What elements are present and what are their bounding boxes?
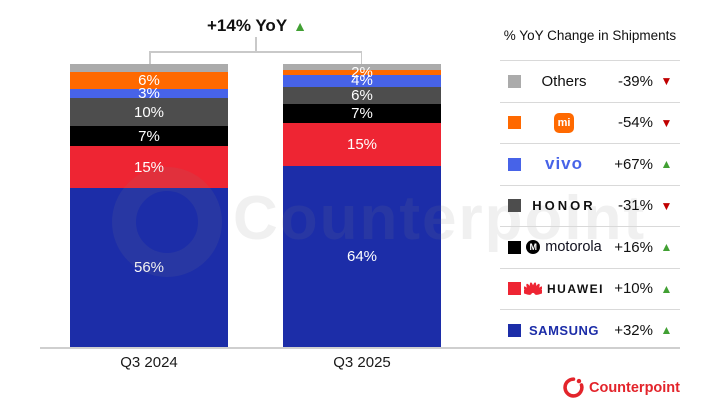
bar-segment-xiaomi: 2% [283,65,441,80]
yoy-total-title: +14% YoY ▲ [147,16,367,36]
legend-row-others: Others -39% ▼ [500,60,680,102]
bar-segment-motorola: 7% [283,103,441,124]
bracket-horizontal-line [149,51,362,53]
brand-logo-vivo: vivo [521,154,607,174]
yoy-change-value: +32% [614,321,653,339]
motorola-logo-text: motorola [545,239,602,256]
counterpoint-ring-icon [563,377,584,398]
bar-segment-xiaomi: 6% [70,72,228,90]
xiaomi-mi-icon: mi [554,112,574,133]
segment-value-label: 15% [133,158,165,176]
legend-row-samsung: SAMSUNG +32% ▲ [500,309,680,351]
legend-swatch-motorola [508,240,521,254]
x-axis-line [40,347,680,349]
bar-segment-honor: 10% [70,97,228,127]
stacked-bar-q3-2024: 6% 3% 10% 7% 15% 56% [70,64,228,347]
brand-logo-others: Others [521,73,607,90]
counterpoint-logo-text: Counterpoint [588,379,680,396]
segment-value-label: 7% [138,127,160,145]
legend-row-xiaomi: mi -54% ▼ [500,101,680,144]
bar-segment-vivo: 4% [283,72,441,90]
stacked-bar-q3-2025: 2% 4% 6% 7% 15% 64% [283,64,441,347]
yoy-total-label: +14% YoY [206,16,288,35]
brand-label: Others [541,72,587,90]
legend-swatch-xiaomi [508,116,521,130]
brand-logo-honor: HONOR [521,198,607,213]
bar-segment-vivo: 3% [70,86,228,101]
legend-swatch-others [508,74,521,88]
segment-value-label: 15% [346,136,378,154]
bracket-left-stem [149,51,151,64]
segment-value-label: 56% [133,259,165,277]
bar-segment-motorola: 7% [70,126,228,147]
legend-swatch-samsung [508,323,521,337]
bar-segment-huawei: 15% [283,123,441,166]
segment-value-label: 6% [138,72,160,90]
trend-down-icon: ▼ [660,115,673,130]
huawei-flower-icon [524,282,542,296]
legend-swatch-vivo [508,157,521,171]
trend-down-icon: ▼ [660,74,673,89]
yoy-change-value: +16% [614,238,653,256]
trend-up-icon: ▲ [660,323,673,338]
yoy-change-value: -31% [617,197,653,215]
bar-segment-samsung: 56% [70,188,228,347]
legend-row-vivo: vivo +67% ▲ [500,143,680,185]
brand-logo-huawei: HUAWEI [521,281,607,296]
yoy-change-value: -54% [617,114,653,132]
x-axis-label-q3-2024: Q3 2024 [120,354,178,371]
bar-segment-others [283,64,441,70]
legend-panel: % YoY Change in Shipments Others -39% ▼ mi -… [500,28,680,351]
bar-segment-honor: 6% [283,86,441,104]
vivo-logo-text: vivo [544,154,584,174]
counterpoint-logo: Counterpoint [563,377,680,398]
legend-row-huawei: HUAWEI +10% ▲ [500,267,680,310]
brand-logo-xiaomi: mi [521,112,607,133]
legend-swatch-huawei [508,282,521,296]
trend-up-icon: ▲ [660,281,673,296]
yoy-change-value: +67% [614,155,653,173]
bar-segment-others [70,64,228,73]
trend-down-icon: ▼ [660,198,673,213]
bracket-center-stem [255,37,257,51]
samsung-logo-text: SAMSUNG [529,322,599,338]
segment-value-label: 64% [346,247,378,265]
segment-value-label: 4% [351,72,373,90]
trend-up-icon: ▲ [660,240,673,255]
motorola-m-icon: M [526,240,541,255]
huawei-logo-text: HUAWEI [547,281,604,296]
honor-logo-text: HONOR [532,198,596,214]
segment-value-label: 7% [351,104,373,122]
yoy-change-value: +10% [614,280,653,298]
segment-value-label: 10% [133,103,165,121]
segment-value-label: 6% [351,86,373,104]
bar-segment-samsung: 64% [283,165,441,347]
legend-swatch-honor [508,199,521,213]
legend-title: % YoY Change in Shipments [503,28,677,43]
segment-value-label: 3% [138,85,160,103]
yoy-change-value: -39% [617,72,653,90]
bracket-right-stem [360,51,362,64]
trend-up-icon: ▲ [293,18,308,34]
trend-up-icon: ▲ [660,157,673,172]
legend-row-honor: HONOR -31% ▼ [500,184,680,227]
brand-logo-samsung: SAMSUNG [521,323,607,338]
bar-segment-huawei: 15% [70,146,228,189]
x-axis-label-q3-2025: Q3 2025 [333,354,391,371]
segment-value-label: 2% [351,63,373,81]
